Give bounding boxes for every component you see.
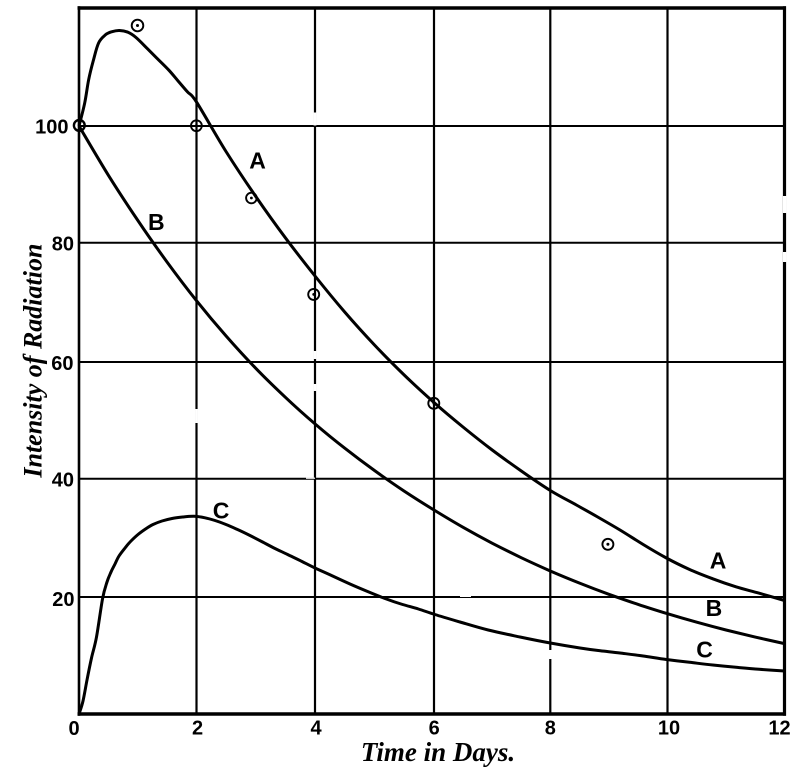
svg-text:12: 12 [768, 718, 790, 740]
svg-text:C: C [696, 637, 713, 663]
svg-text:0: 0 [68, 718, 79, 740]
svg-text:A: A [249, 148, 266, 174]
svg-text:A: A [710, 548, 727, 574]
svg-text:100: 100 [35, 116, 68, 138]
svg-text:B: B [706, 595, 723, 621]
svg-text:10: 10 [658, 718, 680, 740]
svg-text:20: 20 [52, 589, 74, 611]
svg-text:4: 4 [310, 717, 322, 739]
svg-text:Intensity of Radiation: Intensity of Radiation [19, 244, 48, 479]
svg-text:B: B [148, 209, 165, 235]
svg-text:Time in Days.: Time in Days. [361, 737, 515, 767]
svg-text:2: 2 [192, 718, 203, 740]
svg-text:C: C [213, 498, 230, 524]
svg-text:60: 60 [51, 353, 73, 375]
svg-text:40: 40 [52, 470, 74, 492]
svg-text:8: 8 [545, 718, 556, 740]
svg-text:6: 6 [429, 718, 440, 740]
svg-text:80: 80 [52, 234, 74, 256]
